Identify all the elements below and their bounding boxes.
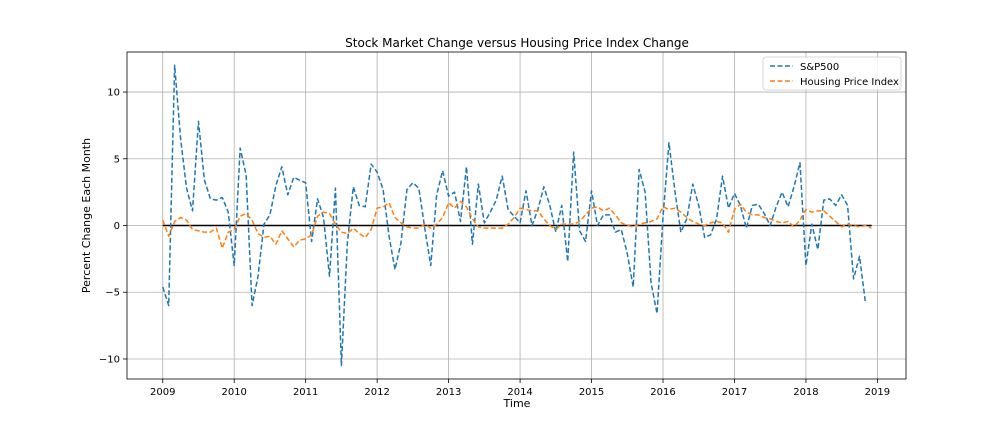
chart-title: Stock Market Change versus Housing Price… bbox=[345, 36, 689, 50]
x-tick-label: 2019 bbox=[865, 387, 890, 398]
y-tick-label: 10 bbox=[107, 88, 120, 99]
legend-label-sp500: S&P500 bbox=[800, 62, 839, 73]
x-tick-label: 2016 bbox=[650, 387, 675, 398]
x-tick-label: 2013 bbox=[436, 387, 461, 398]
y-tick-label: 5 bbox=[114, 154, 120, 165]
legend: S&P500 Housing Price Index bbox=[762, 56, 902, 91]
y-tick-label: −5 bbox=[105, 288, 120, 299]
x-tick-label: 2017 bbox=[722, 387, 747, 398]
legend-box bbox=[762, 56, 902, 91]
y-axis-label: Percent Change Each Month bbox=[80, 138, 93, 293]
x-tick-label: 2011 bbox=[293, 387, 318, 398]
x-tick-label: 2010 bbox=[221, 387, 246, 398]
series-line-sp500 bbox=[162, 64, 867, 367]
x-axis-ticks: 2009 2010 2011 2012 2013 2014 2015 2016 2017 2018… bbox=[150, 379, 890, 398]
plot-area-frame bbox=[126, 51, 907, 380]
x-tick-label: 2009 bbox=[150, 387, 175, 398]
x-tick-label: 2018 bbox=[793, 387, 818, 398]
x-tick-label: 2012 bbox=[364, 387, 389, 398]
y-tick-label: −10 bbox=[99, 354, 120, 365]
grid-lines bbox=[127, 52, 906, 379]
y-axis-ticks: −10 −5 0 5 10 bbox=[99, 88, 127, 365]
series-lines bbox=[162, 64, 872, 367]
x-axis-label: Time bbox=[503, 397, 531, 410]
series-line-housing bbox=[162, 200, 872, 249]
legend-label-housing: Housing Price Index bbox=[800, 77, 899, 88]
x-tick-label: 2014 bbox=[507, 387, 532, 398]
y-tick-label: 0 bbox=[114, 221, 120, 232]
x-tick-label: 2015 bbox=[579, 387, 604, 398]
